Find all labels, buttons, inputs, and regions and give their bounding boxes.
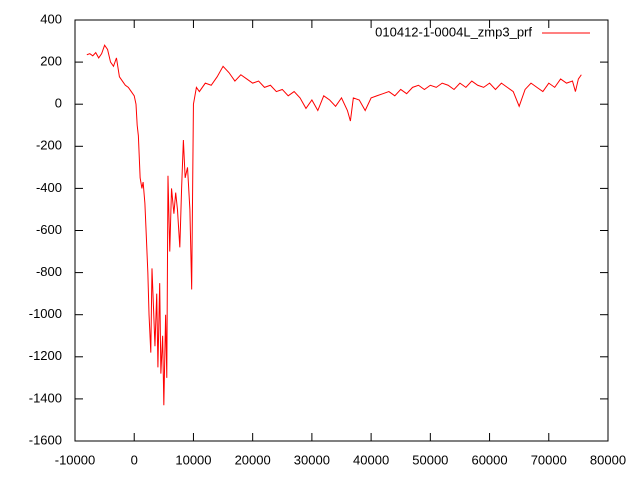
plot-border [74,19,609,442]
y-tick-label: -200 [36,138,62,153]
y-tick-label: -1600 [29,432,62,447]
y-tick-label: -600 [36,222,62,237]
x-tick-label: 80000 [590,452,626,467]
y-tick-label: 200 [40,54,62,69]
y-tick-label: 0 [55,96,62,111]
y-tick-label: -800 [36,264,62,279]
x-tick-label: 10000 [175,452,211,467]
y-tick-label: -1000 [29,306,62,321]
y-tick-label: -1400 [29,390,62,405]
x-tick-label: 30000 [294,452,330,467]
y-tick-label: -1200 [29,348,62,363]
x-tick-label: 40000 [353,452,389,467]
x-tick-label: 50000 [412,452,448,467]
y-tick-label: -400 [36,180,62,195]
data-line [86,44,582,406]
x-tick-label: 20000 [235,452,271,467]
x-tick-label: 0 [131,452,138,467]
legend-label: 010412-1-0004L_zmp3_prf [375,24,532,39]
y-tick-label: 400 [40,11,62,26]
x-tick-label: -10000 [55,452,95,467]
x-tick-label: 70000 [531,452,567,467]
x-tick-label: 60000 [471,452,507,467]
